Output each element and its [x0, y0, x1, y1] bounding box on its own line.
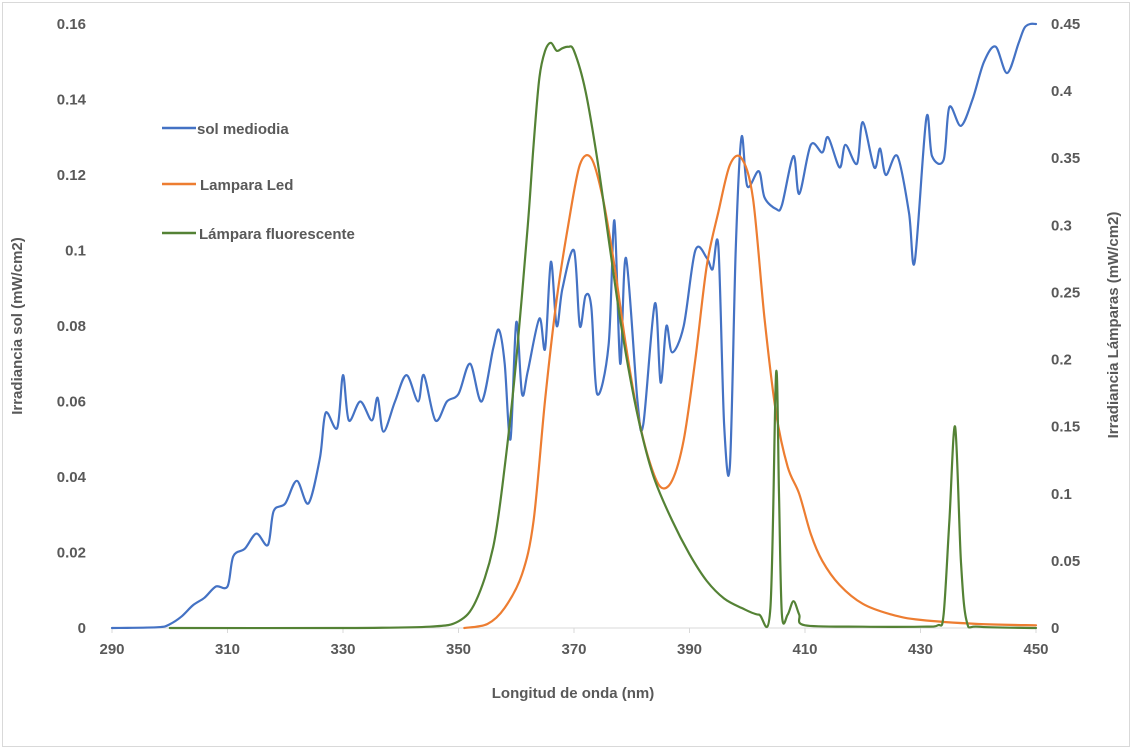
x-tick-label: 370 — [561, 641, 586, 658]
y-left-tick-label: 0.02 — [57, 545, 86, 562]
y-left-tick-label: 0.14 — [57, 92, 87, 109]
x-tick-label: 430 — [908, 641, 933, 658]
y-left-axis-ticks: 0 0.02 0.04 0.06 0.08 0.1 0.12 0.14 0.16 — [57, 16, 87, 637]
y-left-tick-label: 0.08 — [57, 318, 86, 335]
y-right-tick-label: 0.45 — [1051, 16, 1080, 33]
x-axis-ticks: 290 310 330 350 370 390 410 430 450 — [99, 628, 1049, 658]
y-right-tick-label: 0.05 — [1051, 553, 1080, 570]
y-left-tick-label: 0.04 — [57, 469, 87, 486]
y-left-tick-label: 0.12 — [57, 167, 86, 184]
series-line-sol-mediodia — [110, 22, 1038, 630]
series-line-lampara-led — [463, 154, 1038, 630]
legend-label-sol: sol mediodia — [197, 121, 289, 138]
y-right-axis-title: Irradiancia Lámparas (mW/cm2) — [1105, 212, 1122, 439]
y-right-tick-label: 0.3 — [1051, 217, 1072, 234]
x-tick-label: 410 — [792, 641, 817, 658]
x-axis-title: Longitud de onda (nm) — [492, 685, 654, 702]
legend: sol mediodia Lampara Led Lámpara fluores… — [162, 121, 355, 243]
x-tick-label: 390 — [677, 641, 702, 658]
y-right-tick-label: 0.35 — [1051, 150, 1080, 167]
y-left-tick-label: 0.06 — [57, 394, 86, 411]
x-tick-label: 310 — [215, 641, 240, 658]
y-right-tick-label: 0.15 — [1051, 419, 1080, 436]
x-tick-label: 290 — [99, 641, 124, 658]
y-left-tick-label: 0.16 — [57, 16, 86, 33]
y-right-tick-label: 0.2 — [1051, 352, 1072, 369]
x-tick-label: 450 — [1023, 641, 1048, 658]
series-line-lampara-fluorescente — [168, 41, 1038, 630]
series-lines — [110, 22, 1038, 630]
y-right-tick-label: 0.25 — [1051, 284, 1080, 301]
legend-label-led: Lampara Led — [200, 177, 293, 194]
legend-label-fluor: Lámpara fluorescente — [199, 226, 355, 243]
y-right-axis-ticks: 0 0.05 0.1 0.15 0.2 0.25 0.3 0.35 0.4 0.45 — [1051, 16, 1080, 637]
y-right-tick-label: 0.1 — [1051, 486, 1072, 503]
x-tick-label: 330 — [330, 641, 355, 658]
y-left-axis-title: Irradiancia sol (mW/cm2) — [9, 237, 26, 415]
x-tick-label: 350 — [446, 641, 471, 658]
y-left-tick-label: 0.1 — [65, 243, 86, 260]
y-left-tick-label: 0 — [78, 620, 86, 637]
y-right-tick-label: 0.4 — [1051, 83, 1073, 100]
y-right-tick-label: 0 — [1051, 620, 1059, 637]
